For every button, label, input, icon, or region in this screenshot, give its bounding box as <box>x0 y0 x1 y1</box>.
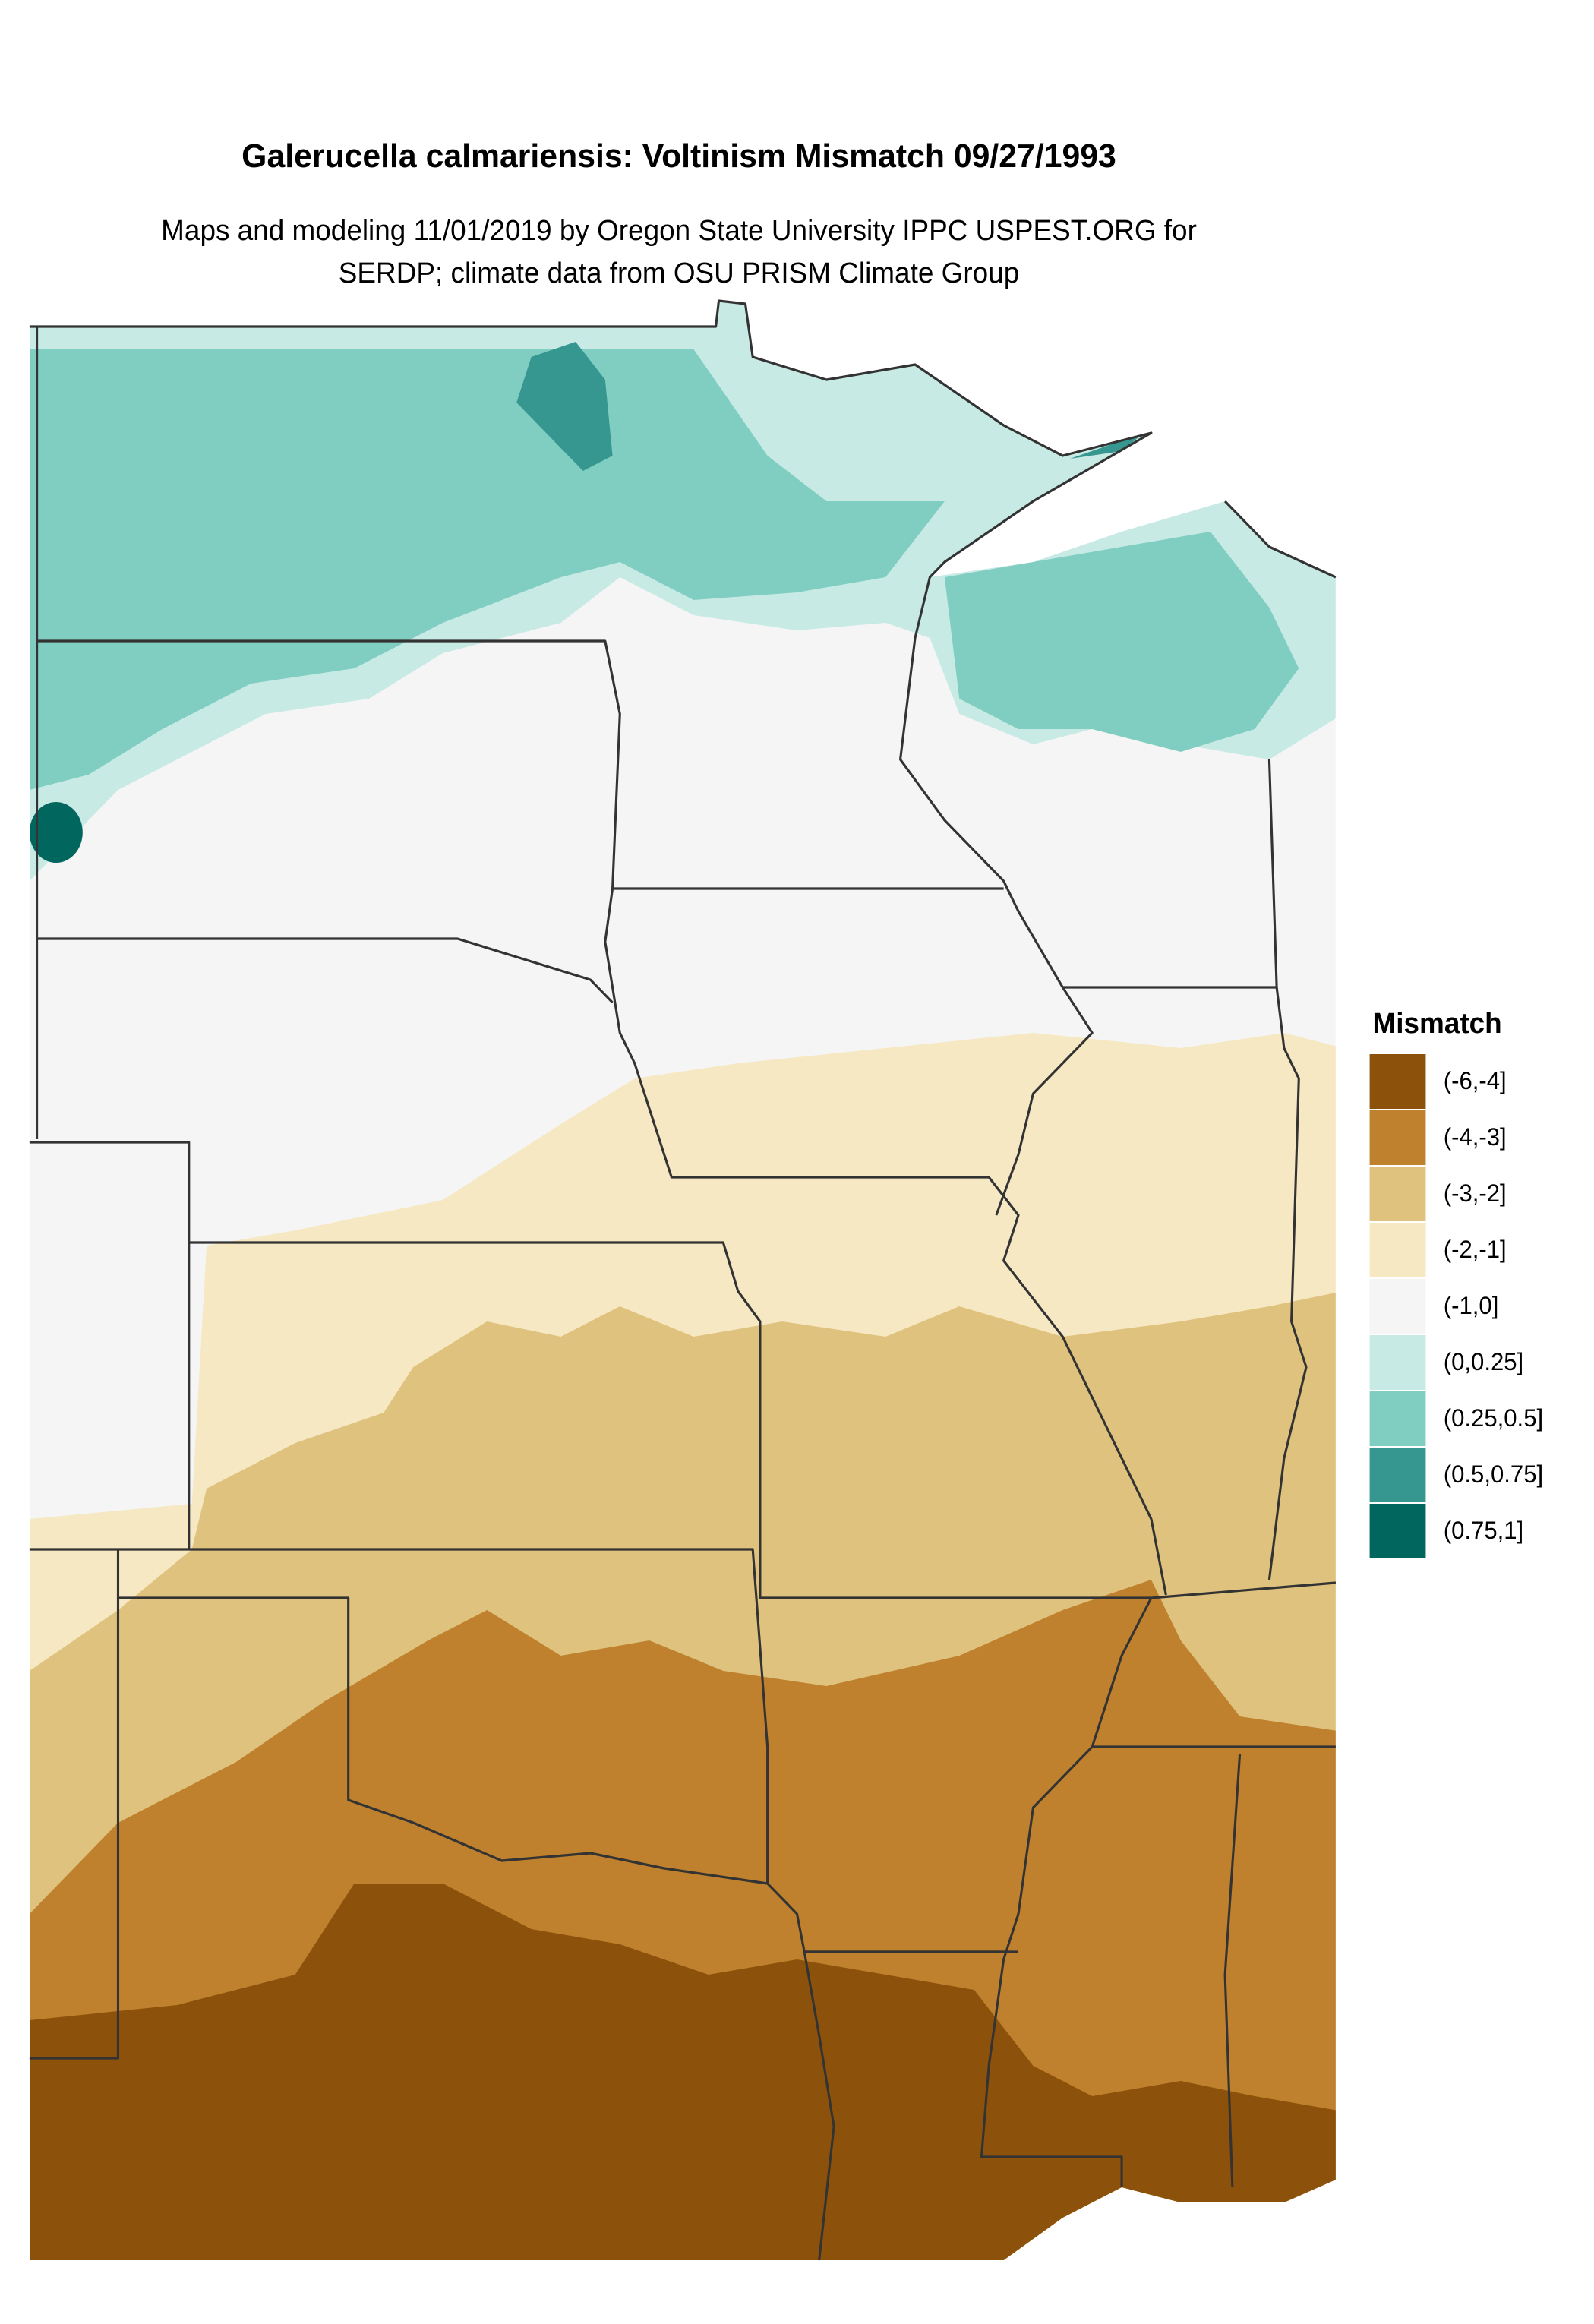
legend-label: (-3,-2] <box>1444 1179 1507 1208</box>
legend-label: (-6,-4] <box>1444 1067 1507 1095</box>
map-raster <box>29 301 1336 2260</box>
zone-positive <box>29 349 945 790</box>
legend-swatch <box>1369 1167 1426 1221</box>
legend-swatch <box>1369 1335 1426 1390</box>
zone-high-positive <box>516 342 613 471</box>
legend-swatch <box>1369 1504 1426 1558</box>
legend: (-6,-4] (-4,-3] (-3,-2] (-2,-1] (-1,0] (0,0.2… <box>1369 1054 1543 1558</box>
legend-label: (-2,-1] <box>1444 1236 1507 1264</box>
map-subtitle: SERDP; climate data from OSU PRISM Clima… <box>339 257 1019 289</box>
map-subtitle: Maps and modeling 11/01/2019 by Oregon S… <box>161 214 1197 247</box>
legend-label: (0.5,0.75] <box>1444 1460 1543 1489</box>
legend-swatch <box>1369 1279 1426 1334</box>
legend-swatch <box>1369 1391 1426 1446</box>
state-boundaries <box>29 299 1337 2261</box>
zone-very-high-positive <box>29 802 83 863</box>
legend-label: (0.25,0.5] <box>1444 1404 1543 1432</box>
map-title: Galerucella calmariensis: Voltinism Mism… <box>241 137 1116 175</box>
legend-label: (0,0.25] <box>1444 1348 1523 1376</box>
legend-title: Mismatch <box>1372 1007 1501 1040</box>
legend-swatch <box>1369 1448 1426 1502</box>
legend-swatch <box>1369 1110 1426 1165</box>
legend-swatch <box>1369 1054 1426 1109</box>
zone-positive <box>944 532 1299 752</box>
zone-severe-negative <box>29 1884 1336 2260</box>
legend-swatch <box>1369 1223 1426 1277</box>
legend-label: (-4,-3] <box>1444 1123 1507 1151</box>
legend-label: (0.75,1] <box>1444 1517 1523 1545</box>
legend-label: (-1,0] <box>1444 1292 1499 1320</box>
